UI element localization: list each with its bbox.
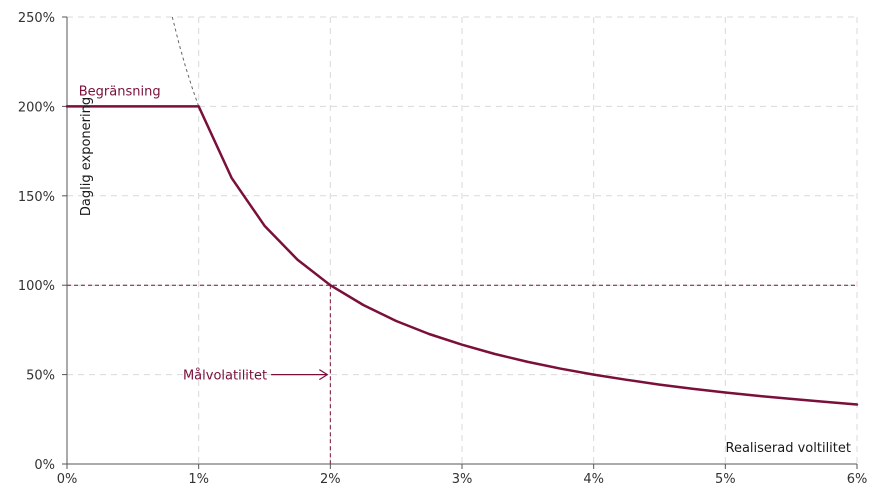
x-tick-label: 4% [583, 472, 604, 487]
x-axis-title: Realiserad voltilitet [726, 441, 852, 456]
x-tick-label: 6% [847, 472, 868, 487]
cap-annotation: Begränsning [79, 84, 161, 99]
y-tick-label: 100% [18, 279, 55, 294]
x-tick-label: 1% [188, 472, 209, 487]
target-volatility-annotation: Målvolatilitet [183, 369, 267, 384]
axes: 0% 1% 2% 3% 4% 5% 6% 0% 50% 100% 150% 200% 250% [18, 11, 867, 487]
y-tick-label: 150% [18, 190, 55, 205]
x-tick-label: 3% [452, 472, 473, 487]
grid-lines [67, 16, 858, 464]
y-axis-title: Daglig exponering [79, 97, 94, 216]
y-tick-label: 200% [18, 100, 55, 115]
x-tick-label: 5% [715, 472, 736, 487]
labels: Realiserad voltilitet Daglig exponering … [79, 84, 851, 456]
y-tick-label: 250% [18, 11, 55, 26]
x-tick-label: 0% [57, 472, 78, 487]
series [65, 16, 859, 406]
uncapped-extension-line [171, 16, 200, 107]
reference-lines [67, 284, 857, 464]
target-arrow-head [319, 369, 329, 381]
x-tick-label: 2% [320, 472, 341, 487]
exposure-curve [65, 105, 859, 406]
y-tick-label: 0% [34, 458, 55, 473]
y-tick-label: 50% [26, 369, 55, 384]
